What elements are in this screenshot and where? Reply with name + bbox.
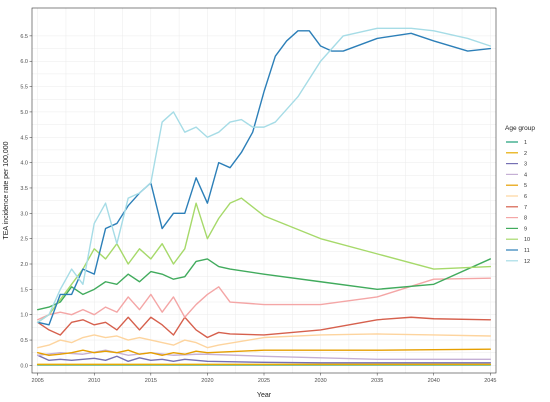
series-line-age-group-7 bbox=[36, 316, 492, 339]
y-tick-label: 3.0 bbox=[20, 211, 28, 217]
legend-label-age-group-7: 7 bbox=[524, 205, 527, 211]
y-tick-label: 4.0 bbox=[20, 161, 28, 167]
series-lines bbox=[36, 27, 492, 366]
x-axis-title: Year bbox=[257, 392, 272, 399]
legend-title: Age group bbox=[505, 125, 535, 132]
series-line-age-group-11 bbox=[36, 30, 492, 326]
series-line-age-group-3 bbox=[36, 354, 492, 364]
series-line-age-group-12 bbox=[36, 27, 492, 324]
x-tick-label: 2035 bbox=[371, 378, 383, 384]
x-tick-label: 2045 bbox=[484, 378, 496, 384]
y-tick-label: 1.0 bbox=[20, 313, 28, 319]
grid bbox=[32, 8, 496, 373]
y-tick-label: 2.0 bbox=[20, 262, 28, 268]
y-tick-label: 2.5 bbox=[20, 237, 28, 243]
legend-label-age-group-6: 6 bbox=[524, 194, 527, 200]
legend-label-age-group-12: 12 bbox=[524, 259, 530, 265]
x-tick-label: 2020 bbox=[201, 378, 213, 384]
legend-label-age-group-10: 10 bbox=[524, 237, 530, 243]
x-tick-label: 2010 bbox=[88, 378, 100, 384]
legend-label-age-group-4: 4 bbox=[524, 172, 527, 178]
y-tick-label: 3.5 bbox=[20, 186, 28, 192]
y-tick-label: 6.5 bbox=[20, 34, 28, 40]
legend-label-age-group-1: 1 bbox=[524, 140, 527, 146]
series-line-age-group-6 bbox=[36, 333, 492, 349]
legend-label-age-group-8: 8 bbox=[524, 216, 527, 222]
series-line-age-group-8 bbox=[36, 277, 492, 321]
y-tick-label: 6.0 bbox=[20, 59, 28, 65]
legend-label-age-group-3: 3 bbox=[524, 162, 527, 168]
y-tick-label: 4.5 bbox=[20, 135, 28, 141]
y-tick-label: 1.5 bbox=[20, 287, 28, 293]
y-tick-label: 5.5 bbox=[20, 85, 28, 91]
series-line-age-group-9 bbox=[36, 258, 492, 311]
legend-label-age-group-2: 2 bbox=[524, 151, 527, 157]
legend-label-age-group-5: 5 bbox=[524, 183, 527, 189]
legend-label-age-group-11: 11 bbox=[524, 248, 530, 254]
x-tick-label: 2030 bbox=[314, 378, 326, 384]
y-tick-label: 0.0 bbox=[20, 363, 28, 369]
x-tick-label: 2025 bbox=[258, 378, 270, 384]
y-tick-label: 5.0 bbox=[20, 110, 28, 116]
series-line-age-group-5 bbox=[36, 348, 492, 356]
x-tick-label: 2040 bbox=[428, 378, 440, 384]
y-axis-title: TEA incidence rate per 100,000 bbox=[3, 141, 10, 239]
x-tick-label: 2005 bbox=[32, 378, 44, 384]
legend-label-age-group-9: 9 bbox=[524, 226, 527, 232]
axis-ticks: 0.0 0.5 1.0 1.5 2.0 2.5 3.0 3.5 4.0 4.5 5.0 5.5 6.0 6… bbox=[20, 34, 496, 384]
y-tick-label: 0.5 bbox=[20, 338, 28, 344]
x-tick-label: 2015 bbox=[145, 378, 157, 384]
